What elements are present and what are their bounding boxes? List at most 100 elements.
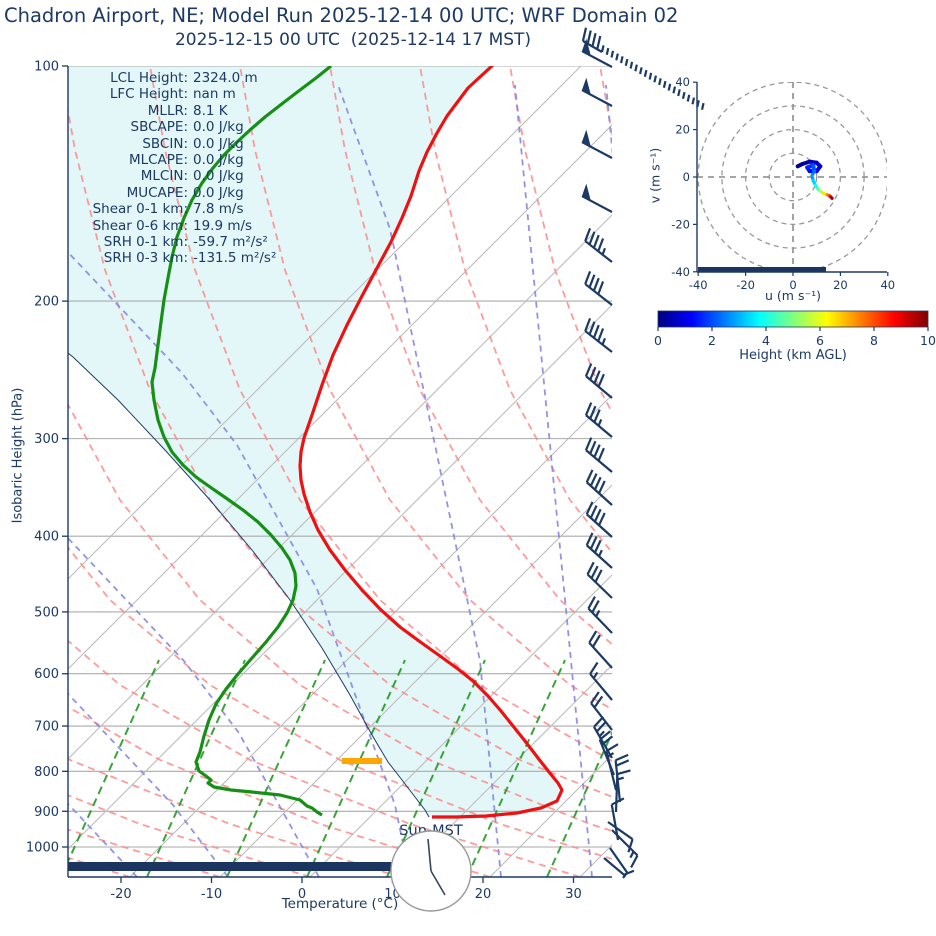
wind-barb <box>584 402 613 438</box>
stat-row: SRH 0-1 km: -59.7 m²/s² <box>70 234 276 250</box>
stat-row: MLLR: 8.1 K <box>70 103 276 119</box>
stat-label: SRH 0-3 km: <box>103 250 188 267</box>
parcel-profile-line <box>68 352 430 818</box>
stat-row: MLCIN: 0.0 J/kg <box>70 168 276 184</box>
temperature-tick-label: -20 <box>110 887 131 902</box>
stat-value: 0.0 J/kg <box>193 184 244 201</box>
hodograph: -40-40 -20 -20 0 0 20 20 40 40 <box>671 75 895 292</box>
pressure-tick-label: 700 <box>34 720 59 735</box>
wind-barb <box>587 596 613 634</box>
hodograph-v-tick-label: 20 <box>675 123 690 137</box>
mixing-ratio-line <box>68 659 160 864</box>
wind-barb <box>607 821 634 853</box>
colorbar-tick-label: 6 <box>816 333 824 348</box>
dry-adiabat-line <box>68 639 581 877</box>
colorbar-tick-label: 10 <box>920 333 936 348</box>
stat-value: 0.0 J/kg <box>193 168 244 185</box>
hodograph-ring <box>697 82 887 272</box>
isotherm-line <box>129 394 612 877</box>
stat-row: LCL Height: 2324.0 m <box>70 70 276 86</box>
cin-shading <box>68 66 562 817</box>
stat-value: 0.0 J/kg <box>193 119 244 136</box>
hodograph-v-axis-label: v (m s⁻¹) <box>647 147 663 204</box>
hodograph-u-tick-label: 20 <box>833 278 848 292</box>
skewt-plot-area <box>68 66 936 877</box>
wind-barb <box>593 716 613 759</box>
stat-label: SBCIN: <box>142 135 188 152</box>
valid-time-subtitle: 2025-12-15 00 UTC (2025-12-14 17 MST) <box>174 30 532 50</box>
hodograph-u-tick-label: -20 <box>736 278 755 292</box>
pressure-tick-label: 200 <box>34 295 59 310</box>
temperature-tick-label: 30 <box>565 887 582 902</box>
moist-adiabat-line <box>879 85 936 877</box>
dry-adiabat-line <box>68 546 612 860</box>
pressure-tick-label: 800 <box>34 765 59 780</box>
hodograph-v-tick-label: 0 <box>683 170 690 184</box>
wind-barb <box>585 532 613 569</box>
stat-row: Shear 0-6 km: 19.9 m/s <box>70 218 276 234</box>
wind-barb <box>588 630 613 669</box>
wind-barb <box>603 857 635 876</box>
stat-label: MLCAPE: <box>128 152 188 169</box>
mixing-ratio-line <box>546 730 612 877</box>
temperature-tick-label: 0 <box>298 887 306 902</box>
stat-label: SBCAPE: <box>130 119 188 136</box>
wind-barbs-column <box>581 38 639 879</box>
moist-adiabat-line <box>605 84 612 157</box>
hodograph-u-tick-label: 0 <box>789 278 796 292</box>
page-title: Chadron Airport, NE; Model Run 2025-12-1… <box>4 4 679 27</box>
pressure-axis-label: Isobaric Height (hPa) <box>10 387 26 524</box>
isotherm-line <box>579 844 612 877</box>
wind-barb <box>584 317 613 353</box>
sounding-stats-block: LCL Height: 2324.0 m LFC Height: nan m MLLR:… <box>70 70 277 267</box>
stat-value: 2324.0 m <box>193 70 258 86</box>
stat-label: Shear 0-1 km: <box>92 201 188 218</box>
moist-adiabat-line <box>697 85 774 877</box>
isotherm-line <box>489 754 612 877</box>
dewpoint-curve <box>150 66 332 817</box>
pressure-tick-label: 900 <box>34 805 59 820</box>
stat-row: SBCAPE: 0.0 J/kg <box>70 119 276 135</box>
temperature-axis-label: Temperature (°C) <box>281 896 399 912</box>
sun-clock-icon: Sun-MST <box>390 823 472 912</box>
wind-barb <box>581 38 613 68</box>
colorbar-tick-label: 0 <box>654 333 662 348</box>
dry-adiabat-line <box>68 402 612 832</box>
stat-value: 19.9 m/s <box>193 217 253 234</box>
stat-row: MUCAPE: 0.0 J/kg <box>70 185 276 201</box>
lcl-marker <box>342 758 382 764</box>
isotherm-line <box>68 304 612 850</box>
dry-adiabat-line <box>68 105 612 798</box>
mixing-ratio-line <box>627 660 725 877</box>
stat-value: -131.5 m²/s² <box>193 250 277 267</box>
stat-value: 8.1 K <box>193 102 228 119</box>
temperature-tick-label: 20 <box>475 887 492 902</box>
wind-barb <box>605 743 619 791</box>
hodograph-u-tick-label: 40 <box>880 278 895 292</box>
mixing-ratio-line <box>146 659 246 877</box>
wind-barb <box>585 501 613 538</box>
wind-barb <box>614 769 631 813</box>
hodograph-v-tick-label: -40 <box>671 265 690 279</box>
temperature-curve <box>298 66 564 819</box>
stat-row: MLCAPE: 0.0 J/kg <box>70 152 276 168</box>
stat-row: SBCIN: 0.0 J/kg <box>70 136 276 152</box>
height-colorbar: 0 2 4 6 8 10 <box>654 310 936 348</box>
wind-barb <box>581 183 613 213</box>
wind-barb <box>584 227 613 263</box>
colorbar-tick-label: 8 <box>870 333 878 348</box>
stat-row: LFC Height: nan m <box>70 86 276 102</box>
dry-adiabat-line <box>68 757 401 877</box>
stat-label: MUCAPE: <box>126 184 188 201</box>
stat-value: 7.8 m/s <box>193 201 244 218</box>
wind-barb <box>584 363 613 399</box>
isotherm-line <box>309 574 612 877</box>
wind-barb <box>589 661 613 701</box>
moist-adiabat-line <box>337 84 502 877</box>
isotherm-line <box>68 66 582 580</box>
stat-row: Shear 0-1 km: 7.8 m/s <box>70 201 276 217</box>
pressure-tick-label: 500 <box>34 605 59 620</box>
